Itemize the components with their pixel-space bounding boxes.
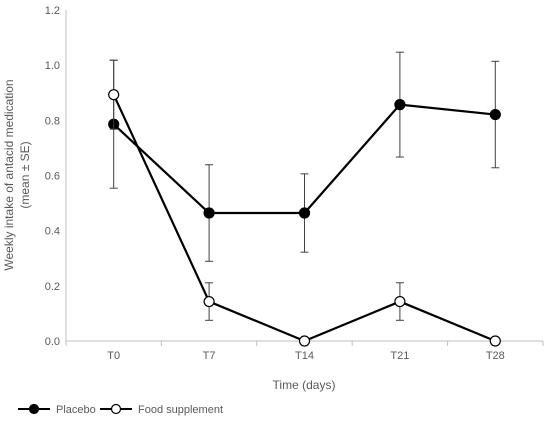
legend: Placebo Food supplement [18, 403, 223, 416]
y-tick-label: 1.2 [45, 5, 60, 17]
data-point [489, 335, 501, 347]
series-layer [108, 51, 501, 347]
legend-marker-placebo [28, 403, 40, 415]
data-point [394, 99, 406, 111]
y-axis: 0.0 0.2 0.4 0.6 0.8 1.0 1.2 [45, 5, 67, 348]
legend-label-placebo: Placebo [56, 404, 96, 416]
x-tick-label: T14 [295, 350, 314, 362]
x-axis-title: Time (days) [273, 378, 336, 392]
y-tick-label: 0.6 [45, 171, 60, 183]
x-tick-label: T0 [107, 350, 120, 362]
legend-item-food-supplement: Food supplement [100, 403, 223, 416]
legend-marker-food-supplement [110, 403, 122, 415]
x-tick-label: T7 [203, 350, 216, 362]
data-point [298, 207, 311, 219]
data-point [298, 335, 311, 347]
data-point [489, 108, 501, 121]
y-tick-label: 0.0 [45, 336, 60, 348]
legend-label-food-supplement: Food supplement [138, 404, 223, 416]
x-tick-label: T21 [390, 350, 409, 362]
x-axis: T0 T7 T14 T21 T28 [65, 340, 544, 362]
data-point [203, 295, 215, 308]
y-tick-label: 0.2 [45, 281, 60, 293]
data-point [394, 295, 406, 308]
y-tick-label: 1.0 [45, 60, 60, 72]
y-axis-title-line2: (mean ± SE) [18, 141, 32, 208]
x-tick-label: T28 [486, 350, 505, 362]
data-point [108, 89, 120, 101]
series-1 [108, 59, 501, 347]
legend-item-placebo: Placebo [18, 403, 96, 416]
y-axis-title-line1: Weekly intake of antacid medication [2, 79, 16, 270]
series-0 [108, 51, 501, 262]
y-tick-label: 0.4 [45, 226, 60, 238]
y-tick-label: 0.8 [45, 115, 60, 127]
data-point [203, 207, 215, 219]
